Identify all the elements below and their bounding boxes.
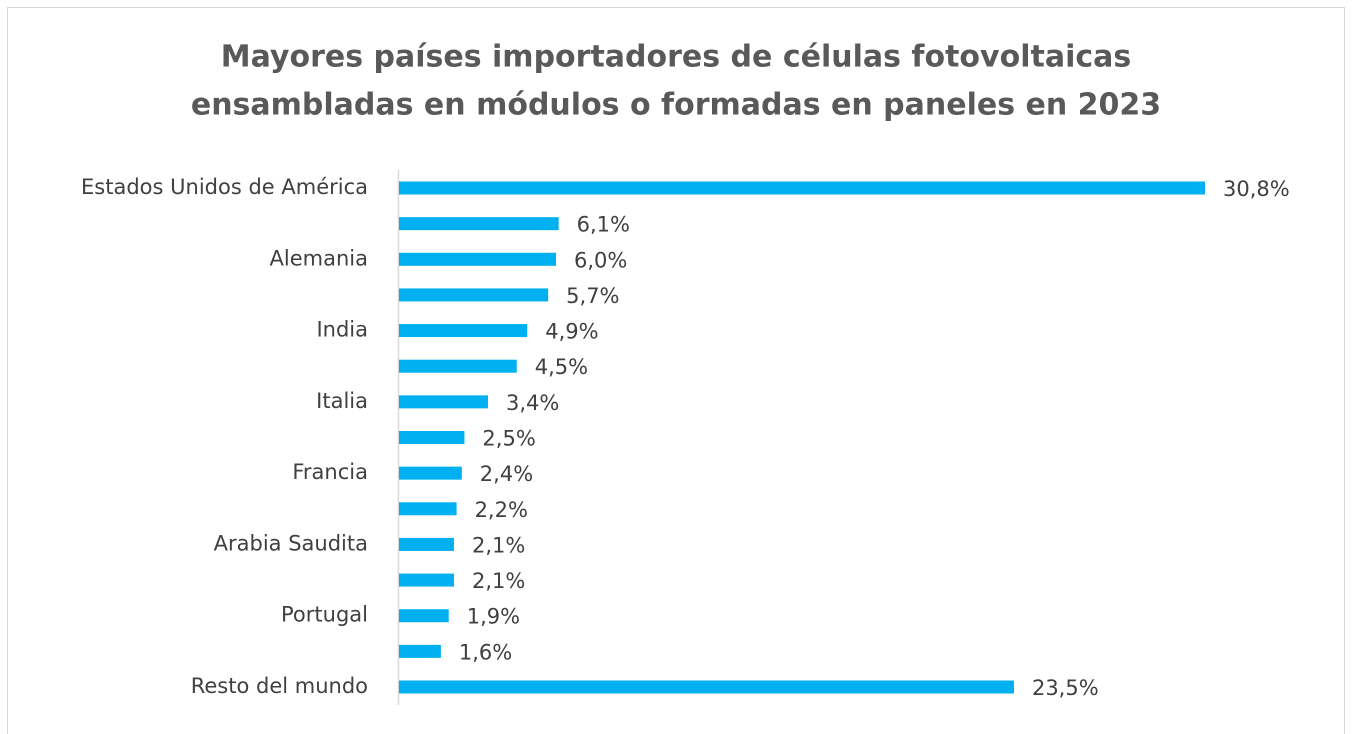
data-label: 2,1% — [472, 533, 525, 557]
y-tick-label: Arabia Saudita — [214, 531, 368, 555]
bar — [399, 537, 454, 551]
data-label: 4,9% — [545, 320, 598, 344]
data-label: 1,9% — [467, 605, 520, 629]
data-label: 5,7% — [566, 284, 619, 308]
y-tick-label: Estados Unidos de América — [81, 175, 368, 199]
y-tick-label: Portugal — [281, 603, 368, 627]
data-label: 3,4% — [506, 391, 559, 415]
data-label: 4,5% — [535, 355, 588, 379]
bar — [399, 431, 465, 444]
bar — [399, 609, 449, 623]
bar — [399, 359, 517, 373]
chart-frame — [7, 7, 1345, 734]
data-label: 2,5% — [482, 427, 535, 451]
data-label: 2,4% — [480, 462, 533, 486]
bar — [399, 573, 454, 587]
bar — [399, 644, 441, 658]
bar — [399, 181, 1205, 195]
y-tick-label: Italia — [316, 389, 368, 413]
y-tick-label: Francia — [292, 460, 368, 484]
y-tick-label: India — [316, 318, 368, 342]
y-tick-label: Resto del mundo — [191, 674, 368, 698]
bar — [399, 288, 549, 302]
data-label: 6,1% — [577, 213, 630, 237]
bar — [399, 395, 488, 409]
data-label: 1,6% — [459, 640, 512, 664]
data-label: 23,5% — [1032, 676, 1099, 700]
data-label: 30,8% — [1223, 177, 1290, 201]
bar — [399, 324, 528, 338]
bar — [399, 252, 557, 266]
chart-title: Mayores países importadores de células f… — [221, 40, 1132, 75]
data-label: 2,1% — [472, 569, 525, 593]
data-label: 6,0% — [574, 248, 627, 272]
bar — [399, 466, 462, 480]
y-tick-label: Alemania — [270, 246, 368, 270]
bar — [399, 680, 1014, 694]
bar — [399, 502, 457, 516]
chart-title: ensambladas en módulos o formadas en pan… — [191, 88, 1161, 123]
bar — [399, 217, 559, 231]
data-label: 2,2% — [475, 498, 528, 522]
